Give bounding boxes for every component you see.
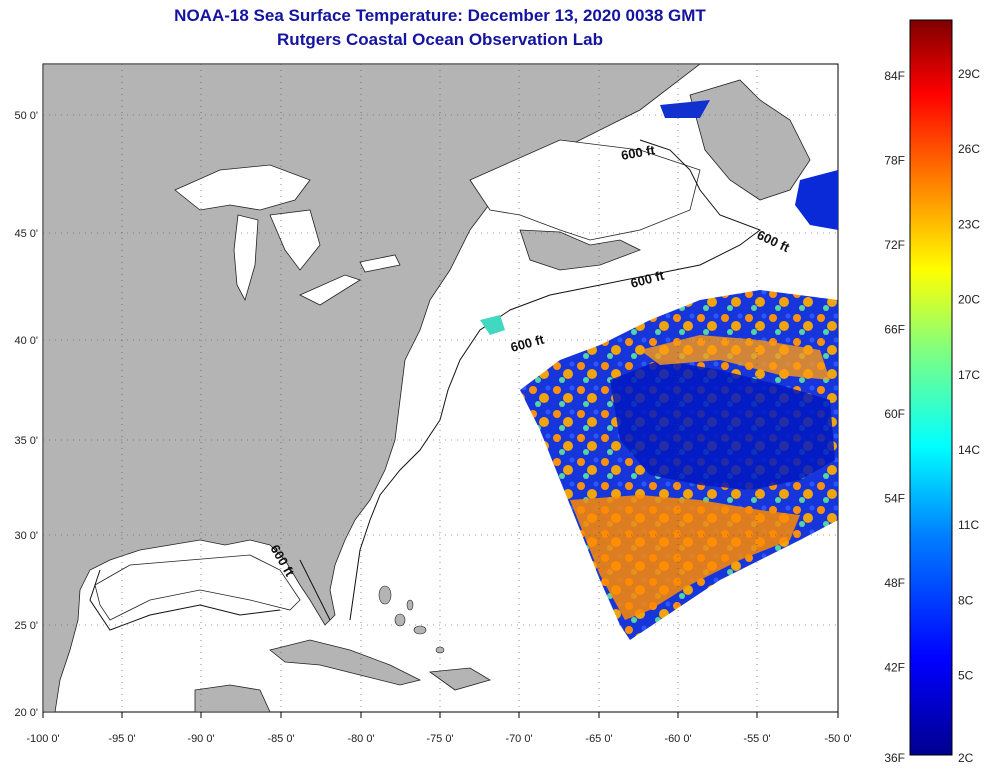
land-nova-scotia — [519, 229, 641, 271]
lake-michigan — [233, 214, 259, 302]
colorbar-c-label: 2C — [958, 751, 974, 765]
lat-tick-label: 30 0' — [14, 530, 38, 542]
colorbar-f-label: 72F — [884, 238, 905, 252]
lon-tick-label: -100 0' — [26, 733, 59, 745]
sst-cold-northeast — [795, 170, 838, 230]
lon-tick-label: -90 0' — [187, 733, 214, 745]
lake-ontario — [359, 254, 401, 273]
colorbar-c-label: 8C — [958, 593, 974, 607]
latitude-labels: 20 0' 25 0' 30 0' 35 0' 40 0' 45 0' 50 0' — [14, 110, 38, 719]
colorbar-f-label: 36F — [884, 751, 905, 765]
colorbar-c-label: 17C — [958, 368, 980, 382]
colorbar-c-label: 11C — [958, 518, 979, 532]
land-yucatan — [194, 684, 271, 712]
colorbar — [909, 19, 953, 756]
lat-tick-label: 20 0' — [14, 707, 38, 719]
colorbar-c-label: 26C — [958, 142, 980, 156]
colorbar-c-label: 20C — [958, 293, 980, 307]
sst-warm-north — [640, 335, 830, 380]
lon-tick-label: -80 0' — [347, 733, 374, 745]
lon-tick-label: -70 0' — [505, 733, 532, 745]
longitude-labels: -100 0' -95 0' -90 0' -85 0' -80 0' -75 0' -70… — [26, 712, 852, 745]
colorbar-f-label: 84F — [884, 69, 905, 83]
gulf-st-lawrence — [469, 139, 701, 241]
lat-tick-label: 35 0' — [14, 435, 38, 447]
lat-tick-label: 40 0' — [14, 335, 38, 347]
colorbar-f-label: 66F — [884, 323, 905, 337]
depth-contour-600ft — [89, 139, 762, 631]
sst-cold-core — [610, 360, 835, 490]
lon-tick-label: -50 0' — [824, 733, 851, 745]
lon-tick-label: -85 0' — [267, 733, 294, 745]
gulf-coast-water — [94, 554, 301, 621]
map-title: NOAA-18 Sea Surface Temperature: Decembe… — [174, 6, 706, 25]
sst-warm-band — [570, 495, 800, 620]
colorbar-c-label: 5C — [958, 669, 974, 683]
great-lakes — [174, 164, 311, 211]
colorbar-c-label: 14C — [958, 443, 980, 457]
lat-tick-label: 25 0' — [14, 620, 38, 632]
grid-lines — [43, 64, 838, 712]
land-bahamas — [378, 585, 445, 654]
lat-tick-label: 45 0' — [14, 228, 38, 240]
lon-tick-label: -65 0' — [585, 733, 612, 745]
sst-gulfstream-patch — [480, 315, 505, 335]
lon-tick-label: -55 0' — [743, 733, 770, 745]
lake-huron — [269, 209, 321, 271]
colorbar-fahrenheit-labels: 84F 78F 72F 66F 60F 54F 48F 42F 36F — [884, 69, 905, 765]
colorbar-c-label: 23C — [958, 217, 980, 231]
colorbar-f-label: 60F — [884, 407, 905, 421]
lon-tick-label: -60 0' — [664, 733, 691, 745]
land-north-america — [43, 64, 701, 712]
lat-tick-label: 50 0' — [14, 110, 38, 122]
colorbar-f-label: 42F — [884, 661, 905, 675]
colorbar-f-label: 48F — [884, 576, 905, 590]
land-newfoundland — [689, 79, 811, 201]
lon-tick-label: -75 0' — [426, 733, 453, 745]
contour-label-1: 600 ft — [620, 142, 657, 163]
sst-cold-stlawrence — [660, 100, 710, 118]
land-hispaniola — [428, 667, 491, 691]
map-subtitle: Rutgers Coastal Ocean Observation Lab — [277, 30, 603, 49]
lon-tick-label: -95 0' — [108, 733, 135, 745]
colorbar-f-label: 54F — [884, 492, 905, 506]
land-cuba — [269, 639, 422, 686]
colorbar-c-label: 29C — [958, 67, 980, 81]
colorbar-f-label: 78F — [884, 154, 905, 168]
colorbar-celsius-labels: 29C 26C 23C 20C 17C 14C 11C 8C 5C 2C — [958, 67, 980, 765]
lake-erie — [299, 274, 361, 306]
